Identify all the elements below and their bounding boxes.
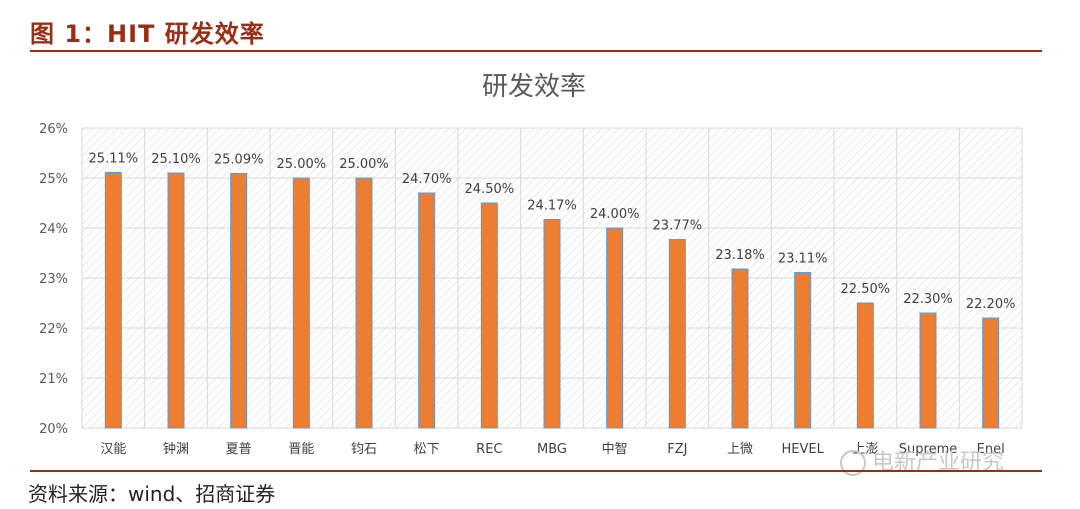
data-label: 25.00%	[339, 157, 389, 172]
x-tick-label: 松下	[414, 442, 440, 457]
y-tick-label: 21%	[39, 372, 68, 387]
bar	[731, 268, 749, 429]
chart-title: 研发效率	[482, 72, 586, 102]
bar	[230, 173, 248, 429]
bar-chart: 研发效率 20%21%22%23%24%25%26% 25.11% 25.10% 2…	[39, 72, 1023, 457]
y-tick-label: 20%	[39, 422, 68, 437]
x-tick-label: FZJ	[667, 442, 687, 457]
bar	[104, 172, 122, 429]
y-axis-ticks: 20% 21% 22% 23% 24% 25% 26%	[39, 122, 68, 437]
bar	[418, 192, 436, 429]
data-label: 22.20%	[966, 297, 1016, 312]
data-label: 24.50%	[465, 182, 515, 197]
bars	[104, 172, 1000, 429]
x-axis-ticks: 汉能 钟渊 夏普 晋能 钧石 松下 REC MBG 中智 FZJ 上微 HEVEL 上澎 Supreme E…	[100, 441, 1004, 457]
data-label: 22.30%	[903, 292, 953, 307]
bar	[355, 177, 373, 429]
bar	[480, 202, 498, 429]
source-note: 资料来源：wind、招商证券	[28, 482, 276, 506]
data-label: 24.70%	[402, 172, 452, 187]
bar	[919, 312, 937, 429]
bar	[982, 317, 1000, 429]
data-labels: 25.11% 25.10% 25.09% 25.00% 25.00% 24.70% 24.5…	[89, 152, 1016, 313]
figure-label: 图 1：HIT 研发效率	[30, 20, 265, 48]
y-tick-label: 22%	[39, 322, 68, 337]
x-tick-label: 钧石	[351, 442, 377, 457]
wechat-icon	[840, 450, 866, 476]
data-label: 23.11%	[778, 252, 828, 267]
data-label: 23.77%	[653, 219, 703, 234]
x-tick-label: 晋能	[288, 442, 314, 457]
x-tick-label: HEVEL	[781, 442, 824, 457]
data-label: 25.00%	[277, 157, 327, 172]
x-tick-label: 中智	[602, 442, 628, 457]
data-label: 22.50%	[841, 282, 891, 297]
bar	[543, 219, 561, 429]
x-tick-label: 汉能	[100, 442, 126, 457]
y-tick-label: 26%	[39, 122, 68, 137]
x-tick-label: MBG	[537, 442, 567, 457]
data-label: 25.09%	[214, 153, 264, 168]
x-tick-label: Enel	[977, 442, 1005, 457]
data-label: 25.10%	[151, 152, 201, 167]
x-tick-label: REC	[476, 442, 502, 457]
bar	[292, 177, 310, 429]
data-label: 24.00%	[590, 207, 640, 222]
y-tick-label: 25%	[39, 172, 68, 187]
x-tick-label: Supreme	[899, 442, 957, 457]
y-tick-label: 24%	[39, 222, 68, 237]
title-rule	[30, 50, 1042, 52]
bar	[606, 227, 624, 429]
bar	[856, 302, 874, 429]
x-tick-label: 上微	[727, 442, 753, 457]
bar	[794, 272, 812, 429]
y-tick-label: 23%	[39, 272, 68, 287]
x-tick-label: 夏普	[226, 442, 252, 457]
data-label: 25.11%	[89, 152, 139, 167]
data-label: 23.18%	[715, 248, 765, 263]
bar	[167, 172, 185, 429]
bar	[668, 239, 686, 429]
data-label: 24.17%	[527, 199, 577, 214]
bottom-rule	[30, 470, 1042, 472]
x-tick-label: 钟渊	[163, 441, 189, 457]
